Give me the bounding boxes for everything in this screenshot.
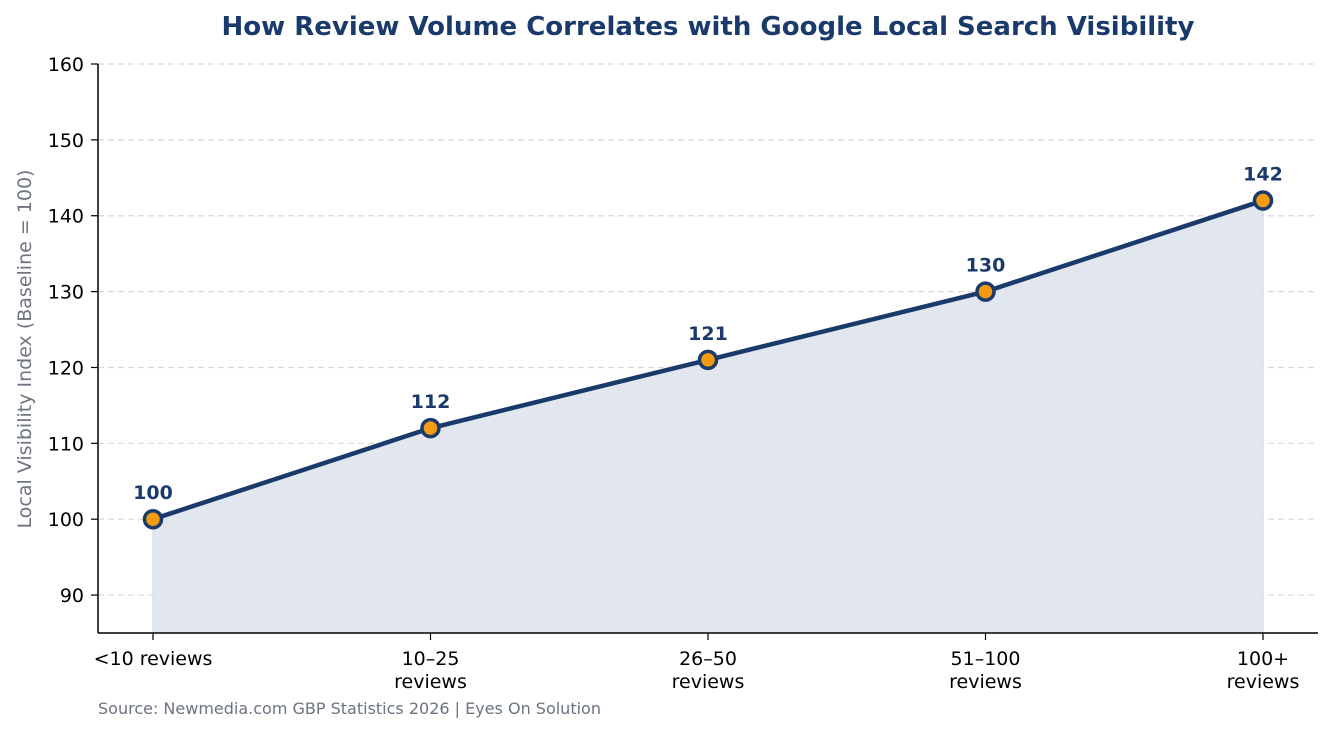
y-tick-label: 120 — [48, 357, 84, 379]
data-label: 100 — [133, 482, 173, 504]
data-point — [697, 349, 719, 371]
y-axis-label: Local Visibility Index (Baseline = 100) — [14, 170, 36, 529]
y-tick-label: 140 — [48, 206, 84, 228]
area-fill — [152, 199, 1264, 634]
data-label: 130 — [966, 255, 1006, 277]
x-tick-label: 100+ — [1237, 648, 1289, 670]
data-point — [1252, 190, 1274, 211]
data-label: 142 — [1243, 164, 1283, 186]
x-tick-label: 26–50 — [679, 648, 737, 670]
x-tick-label: <10 reviews — [94, 648, 213, 670]
x-tick-label: 51–100 — [951, 648, 1021, 670]
y-tick-label: 150 — [48, 130, 84, 152]
y-tick-label: 110 — [48, 433, 84, 455]
y-tick-label: 100 — [48, 509, 84, 531]
x-tick-label: reviews — [394, 671, 467, 693]
x-tick-label: reviews — [1227, 671, 1300, 693]
data-label: 121 — [688, 323, 728, 345]
data-labels: 100 112 121 130 142 — [133, 164, 1283, 505]
x-tick-label: reviews — [949, 671, 1022, 693]
markers — [142, 190, 1274, 530]
data-point — [420, 417, 441, 439]
data-label: 112 — [411, 391, 451, 413]
x-tick-label: reviews — [672, 671, 745, 693]
source-note: Source: Newmedia.com GBP Statistics 2026… — [98, 699, 601, 718]
area-layer — [152, 199, 1264, 634]
chart-title: How Review Volume Correlates with Google… — [222, 12, 1195, 42]
y-ticks: 90 100 110 120 130 140 150 160 — [48, 54, 98, 607]
data-point — [142, 508, 164, 530]
x-tick-label: 10–25 — [402, 648, 460, 670]
y-tick-label: 130 — [48, 282, 84, 304]
data-point — [975, 281, 996, 302]
x-ticks: <10 reviews 10–25reviews26–50reviews51–10… — [94, 633, 1300, 693]
y-tick-label: 90 — [60, 585, 84, 607]
y-tick-label: 160 — [48, 54, 84, 76]
